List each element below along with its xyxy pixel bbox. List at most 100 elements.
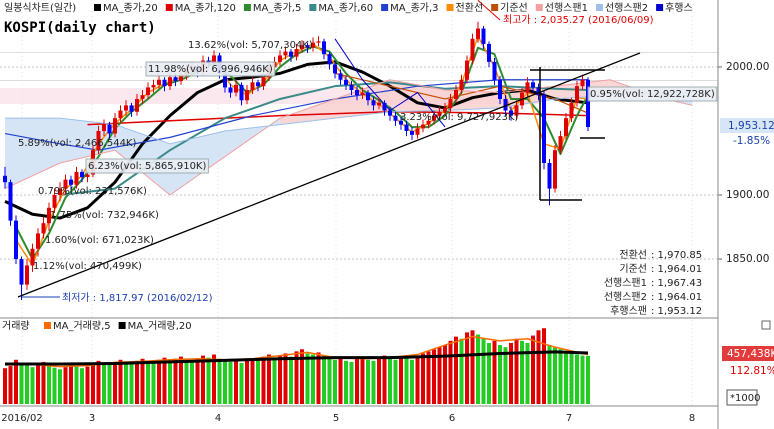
volume-bar [162, 357, 167, 404]
candle-body [228, 87, 233, 93]
candle-body [36, 233, 40, 249]
candle-body [514, 105, 519, 116]
volume-bar [481, 338, 486, 404]
volume-bar [245, 360, 249, 404]
current-price: 1,953.12 [728, 120, 774, 132]
volume-bar [300, 349, 304, 404]
candle-body [283, 51, 288, 56]
annotation-layer: 13.62%(vol: 5,707,304K) 11.98%(vol: 6,996… [18, 0, 718, 304]
volume-bar [514, 338, 519, 404]
volume-bar [454, 336, 458, 404]
candle-body [63, 179, 68, 189]
candle-body [443, 107, 447, 112]
legend-swatch [491, 4, 499, 11]
legend-swatch [243, 4, 251, 11]
volume-bar [498, 345, 502, 404]
y-tick-label: 2000.00 [726, 61, 769, 73]
volume-bar [465, 332, 469, 404]
info-value: : 1,964.01 [651, 264, 702, 275]
cloud-segment [280, 98, 335, 125]
volume-bar [113, 361, 117, 404]
candle-body [124, 105, 128, 111]
volume-bar [30, 367, 35, 404]
volume-ratio: 112.81% [730, 365, 774, 377]
candle-body [448, 98, 453, 108]
candle-body [179, 74, 183, 82]
chart-title: KOSPI(daily chart) [4, 20, 156, 36]
candle-body [355, 90, 359, 96]
annotation: 1.12%(vol: 470,499K) [33, 261, 142, 272]
candle-body [542, 95, 546, 163]
candle-body [338, 73, 343, 80]
legend-swatch [44, 322, 51, 329]
candle-body [129, 105, 134, 112]
volume-bar [415, 355, 420, 404]
candle-body [327, 54, 332, 65]
legend-label: 전환선 [456, 2, 484, 14]
band-line [0, 52, 718, 53]
volume-title: 거래량 [2, 320, 30, 332]
candle-body [157, 79, 161, 85]
volume-bar [234, 359, 238, 404]
info-value: : 1,970.85 [651, 250, 702, 261]
volume-bar [201, 355, 205, 404]
volume-bar [536, 330, 541, 404]
volume-bar [580, 355, 585, 404]
candle-body [459, 79, 464, 91]
candle-body [250, 82, 255, 91]
volume-bar [311, 354, 315, 404]
candle-body [366, 92, 370, 101]
candle-body [470, 38, 475, 61]
candle-body [553, 150, 557, 189]
volume-bar [107, 365, 112, 404]
volume-bar [388, 358, 392, 404]
grid-layer [0, 0, 722, 406]
line-series [4, 60, 589, 220]
volume-bar [520, 340, 524, 404]
volume-bar [371, 360, 376, 404]
line-series [5, 350, 589, 366]
info-label: 후행스팬 [610, 305, 647, 317]
legend-swatch [309, 4, 317, 11]
info-label: 전환선 [619, 249, 647, 261]
volume-bar [322, 355, 326, 404]
candle-body [432, 115, 436, 121]
info-label: 선행스팬2 [604, 291, 647, 303]
volume-bar [509, 342, 513, 404]
volume-bar [80, 368, 84, 404]
annotation: 3.23%(vol: 9,727,923K) [400, 112, 518, 123]
volume-bar [366, 359, 370, 404]
candle-body [168, 77, 172, 87]
candle-body [388, 110, 392, 116]
candle-body [410, 130, 414, 135]
band-line [0, 80, 718, 81]
annotation: 1.60%(vol: 671,023K) [45, 235, 154, 246]
volume-bar [393, 359, 398, 404]
volume-bar [410, 359, 414, 404]
candle-body [107, 124, 112, 134]
volume-bar [151, 362, 156, 404]
volume-bar [558, 349, 563, 404]
volume-bar [206, 357, 211, 404]
annotation: 11.98%(vol: 6,996,946K) [148, 64, 273, 75]
volume-bar [41, 361, 46, 404]
candle-body [569, 102, 574, 119]
legend-swatch [656, 4, 664, 11]
candle-body [547, 162, 552, 189]
candle-body [382, 102, 387, 111]
candle-body [536, 87, 541, 96]
info-value: : 1,967.43 [651, 278, 702, 289]
volume-bar [256, 359, 260, 404]
volume-bar [195, 358, 200, 404]
volume-bar [360, 356, 365, 404]
volume-last: 457,438K [727, 348, 774, 360]
legend-swatch [165, 4, 173, 11]
legend-swatch [595, 4, 603, 11]
candle-body [476, 28, 480, 39]
volume-bar [272, 357, 277, 404]
volume-bar [503, 347, 508, 404]
volume-bar [448, 340, 453, 404]
volume-bar [355, 358, 359, 404]
info-value: : 1,953.12 [651, 306, 702, 317]
volume-bar [283, 353, 288, 404]
